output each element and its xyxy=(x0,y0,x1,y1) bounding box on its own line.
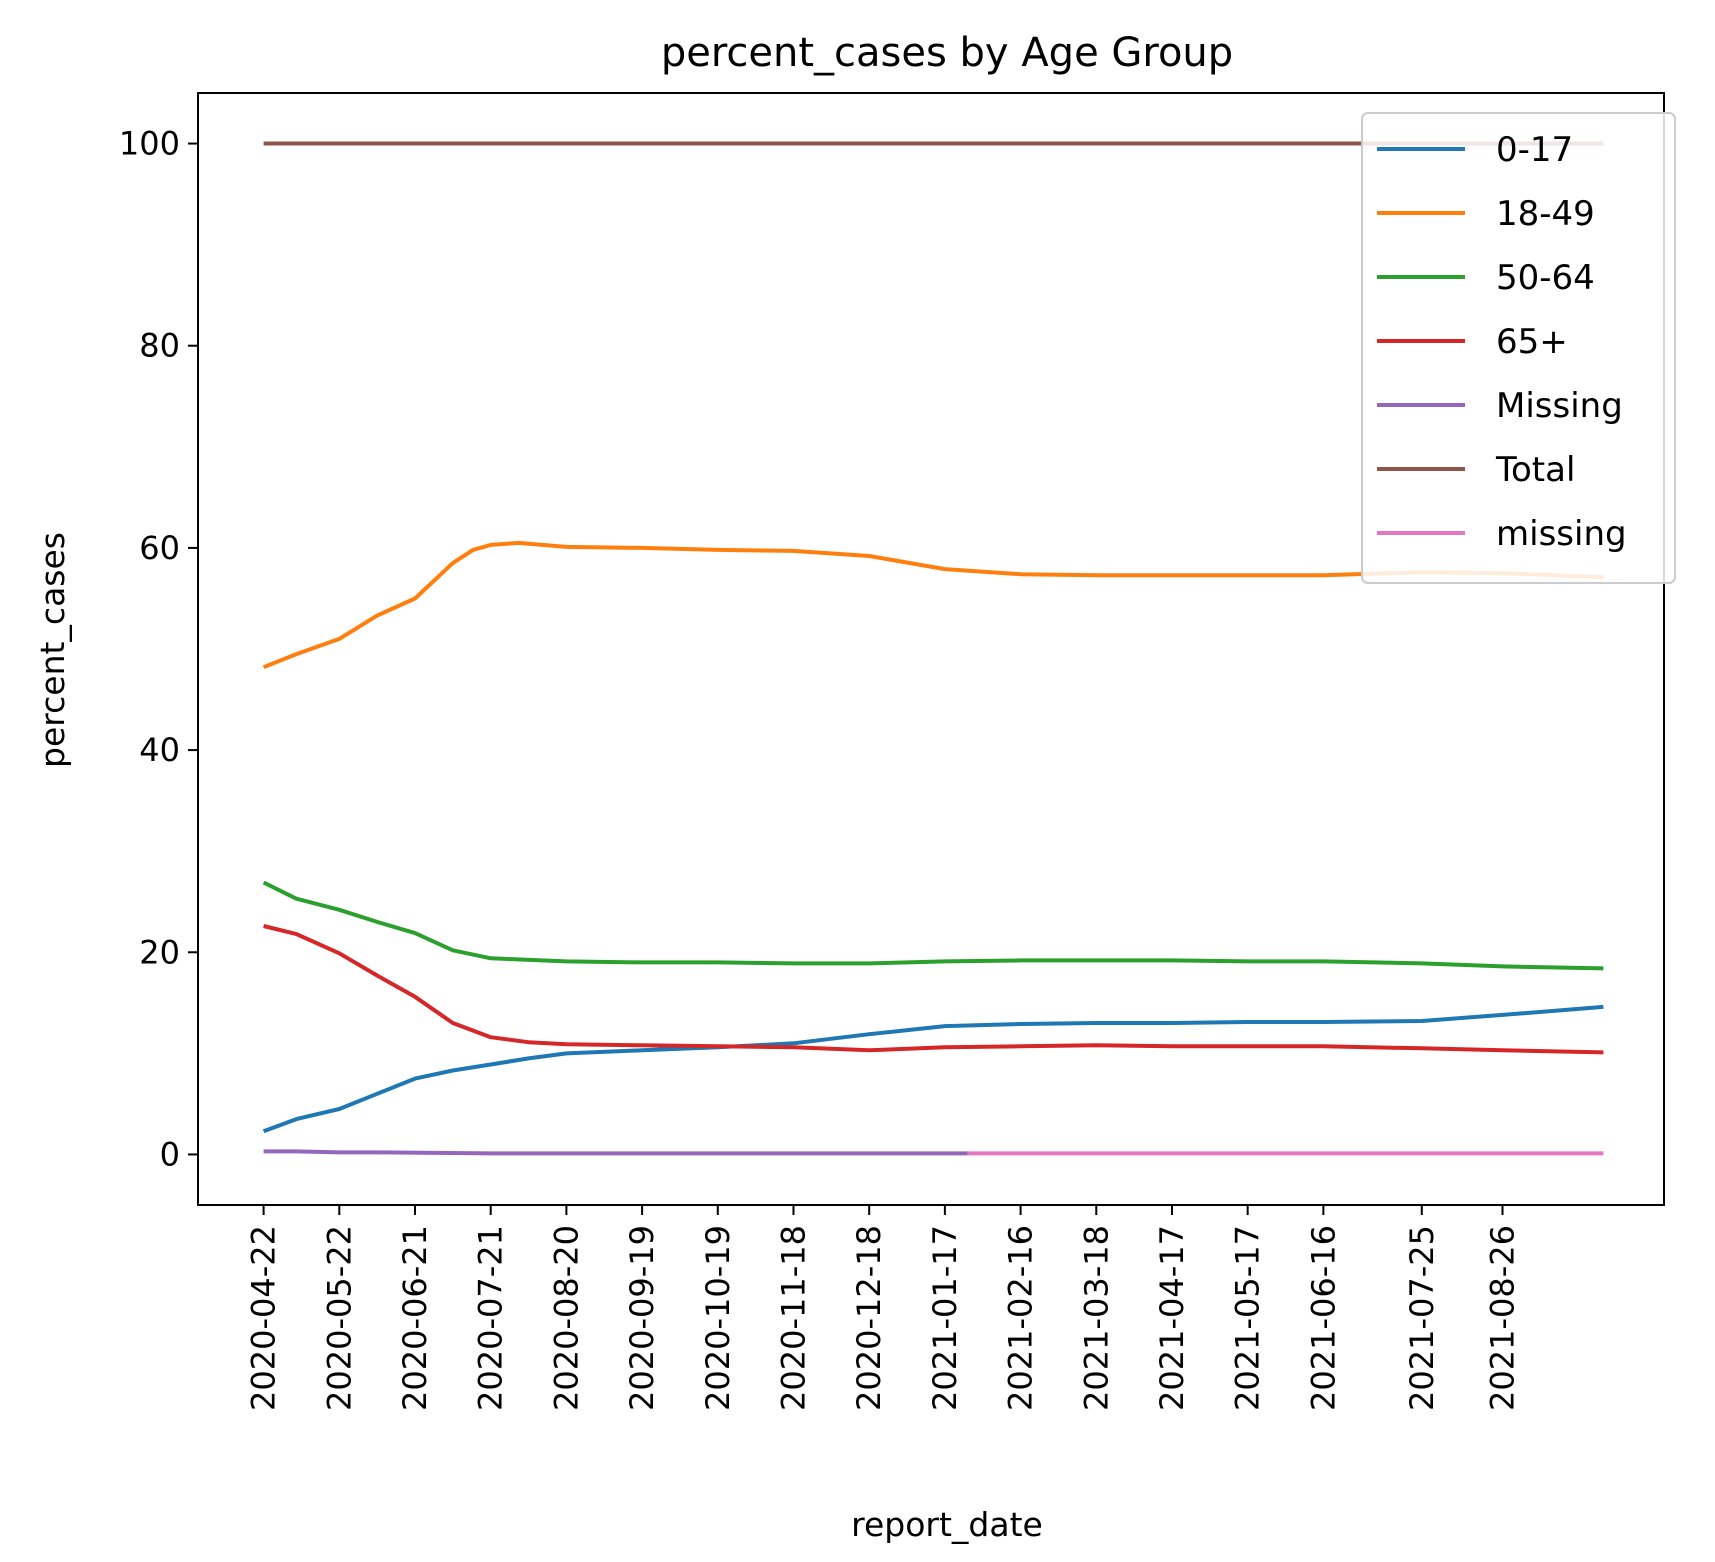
x-tick-label: 2020-08-20 xyxy=(547,1225,585,1411)
x-tick-label: 2021-06-16 xyxy=(1304,1225,1342,1411)
x-tick-label: 2020-05-22 xyxy=(320,1225,358,1411)
x-tick-label: 2021-05-17 xyxy=(1229,1225,1267,1411)
x-tick-label: 2020-11-18 xyxy=(775,1225,813,1411)
series-layer xyxy=(262,141,1604,1156)
x-tick-label: 2020-07-21 xyxy=(472,1225,510,1411)
y-tick-label: 60 xyxy=(139,529,180,567)
chart-title: percent_cases by Age Group xyxy=(661,30,1233,76)
y-tick-label: 80 xyxy=(139,327,180,365)
y-tick-label: 0 xyxy=(160,1135,180,1173)
legend-label: Missing xyxy=(1496,386,1623,426)
x-tick-label: 2021-04-17 xyxy=(1153,1225,1191,1411)
x-tick-label: 2021-08-26 xyxy=(1484,1225,1522,1411)
x-tick-label: 2021-07-25 xyxy=(1403,1225,1441,1411)
x-tick-label: 2021-03-18 xyxy=(1077,1225,1115,1411)
legend-box xyxy=(1361,112,1676,584)
y-axis-label: percent_cases xyxy=(33,532,72,768)
series-line-2 xyxy=(262,880,1604,971)
x-tick-label: 2020-06-21 xyxy=(396,1225,434,1411)
series-line-3 xyxy=(263,924,1604,1055)
x-tick-label: 2020-10-19 xyxy=(699,1225,737,1411)
x-axis: 2020-04-22 2020-05-22 2020-06-21 2020-07-21… xyxy=(245,1205,1522,1411)
y-tick-label: 40 xyxy=(139,731,180,769)
x-tick-label: 2020-04-22 xyxy=(245,1225,283,1411)
series-line-1 xyxy=(262,540,1604,670)
legend: 0-17 18-49 50-64 65+ Missing Total missing xyxy=(1361,112,1676,584)
legend-label: 0-17 xyxy=(1496,130,1573,170)
legend-label: 18-49 xyxy=(1496,194,1595,234)
x-tick-label: 2021-01-17 xyxy=(926,1225,964,1411)
x-tick-label: 2020-09-19 xyxy=(623,1225,661,1411)
y-tick-label: 100 xyxy=(119,125,180,163)
legend-label: 50-64 xyxy=(1496,258,1595,298)
plot-frame xyxy=(197,92,1665,1206)
y-tick-label: 20 xyxy=(139,933,180,971)
x-tick-label: 2021-02-16 xyxy=(1002,1225,1040,1411)
x-axis-label: report_date xyxy=(851,1505,1043,1544)
x-tick-label: 2020-12-18 xyxy=(850,1225,888,1411)
y-axis: 0 20 40 60 80 100 xyxy=(119,125,198,1173)
series-line-4 xyxy=(263,1149,968,1156)
legend-label: 65+ xyxy=(1496,322,1568,362)
legend-label: Total xyxy=(1495,450,1575,490)
legend-label: missing xyxy=(1496,514,1627,554)
